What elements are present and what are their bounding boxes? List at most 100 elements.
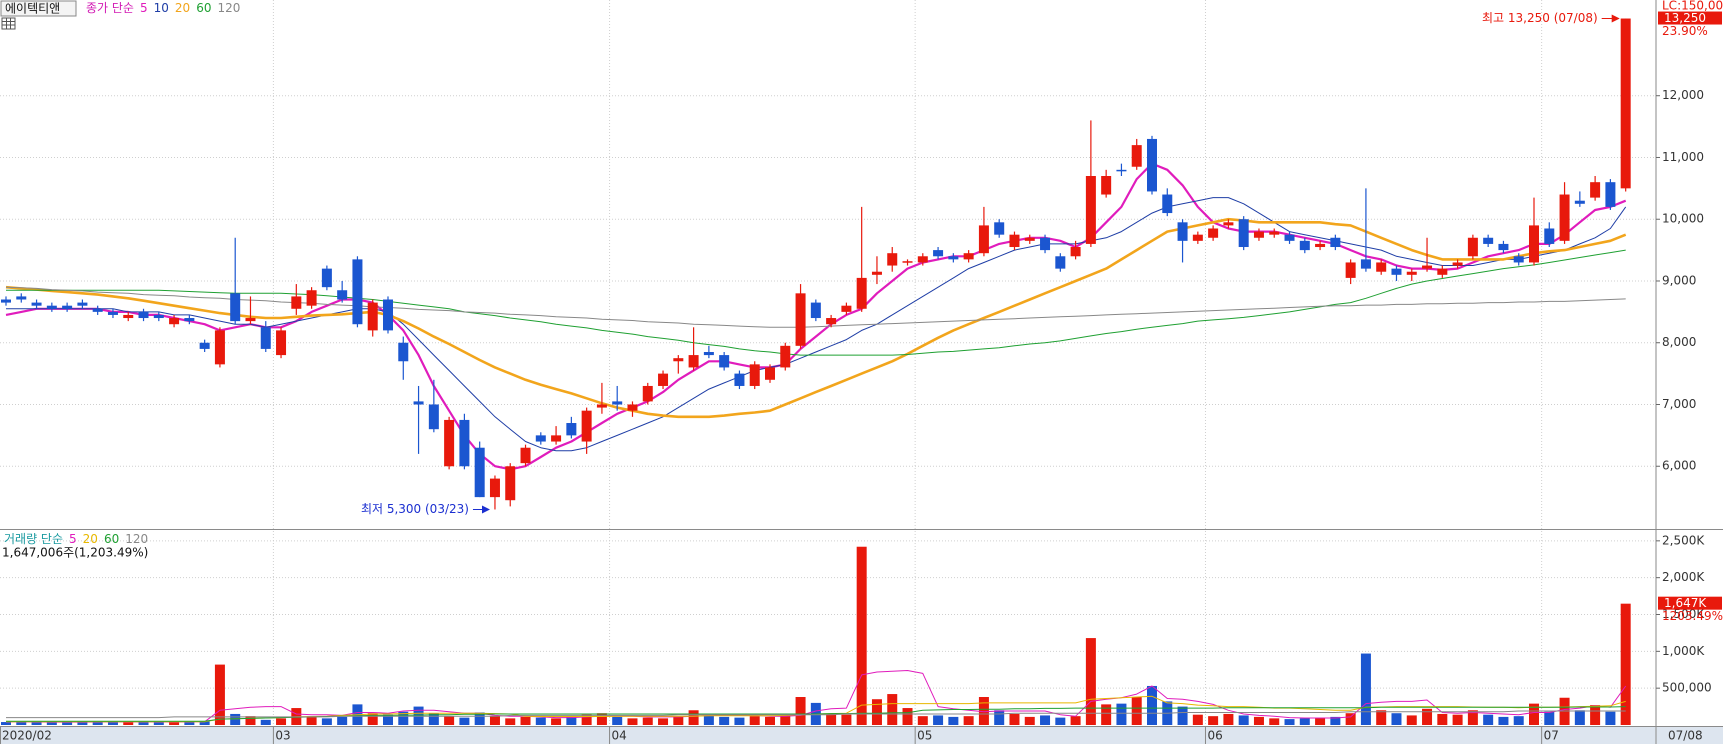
low-note: 최저 5,300 (03/23) [361,502,469,516]
volume-bar [1452,714,1463,725]
volume-bar [138,721,149,725]
volume-bar [230,713,241,725]
candle-body [642,385,653,402]
candle-body [1345,262,1356,278]
candle-body [1131,145,1142,167]
candle-body [1162,194,1173,214]
candle-body [62,305,73,309]
candle-body [214,330,225,365]
candle-body [489,478,500,498]
volume-bar [505,718,516,725]
candle-body [1360,259,1371,269]
candle-body [1192,234,1203,241]
candle-body [16,296,27,300]
candle-body [184,318,195,322]
candle-body [260,327,271,349]
candle-body [1101,176,1112,195]
last-price-box [1658,11,1722,25]
candle-body [749,364,760,386]
volume-bar [337,716,348,725]
candle-body [138,311,149,319]
x-tick-label: 2020/02 [2,729,52,743]
volume-bar [1529,703,1539,725]
candle-body [1574,200,1585,204]
volume-bar [612,716,623,725]
volume-bar [260,719,271,725]
y-tick-label: 500,000 [1662,681,1712,695]
volume-bar [1238,715,1249,725]
volume-bar [92,722,103,725]
candle-body [596,404,607,408]
title-box [0,0,77,17]
candle-body [703,352,714,356]
candle-body [1467,237,1478,257]
candle-body [428,404,439,430]
volume-bar [459,717,470,725]
volume-change-label: 1203.49% [1662,609,1723,623]
candle-body [398,342,409,362]
candle-body [1315,243,1326,248]
candle-body [841,305,852,312]
volume-bar [1376,710,1387,725]
volume-bar [1024,716,1035,725]
volume-bar [795,697,806,725]
volume-bar [1467,710,1478,725]
candle-body [276,330,287,356]
candle-body [1085,176,1096,244]
volume-bar [917,716,928,725]
candle-body [1284,234,1295,241]
candle-body [321,268,332,288]
candle-body [459,419,470,467]
candle-body [1299,240,1310,251]
top-label: LC:150,00 [1662,0,1723,13]
candle-body [1559,194,1570,241]
candle-body [810,302,821,319]
candle-body [963,253,974,260]
legend-entry: 20 [83,532,98,546]
volume-bar [1009,713,1020,725]
volume-bar [367,713,378,725]
y-tick-label: 9,000 [1662,273,1696,287]
volume-bar [306,716,317,725]
candle-body [1070,247,1081,257]
volume-bar [1391,713,1402,725]
candle-body [887,253,898,266]
candle-body [92,308,103,312]
volume-bar [780,714,791,725]
volume-bar [535,717,546,725]
legend-entry: 5 [140,1,148,15]
legend-entry: 120 [125,532,148,546]
candle-body [245,318,256,322]
volume-bar [1192,714,1203,725]
volume-bar [551,718,562,725]
candle-body [367,302,378,331]
volume-bar [581,714,592,725]
x-axis-strip [0,727,1723,744]
volume-bar [276,718,287,725]
volume-bar [1,722,11,725]
candle-body [535,435,546,442]
candle-body [352,259,363,325]
ma-line [5,217,1627,419]
candle-body [1177,222,1188,241]
volume-bar [1147,685,1157,725]
volume-bar [933,715,944,725]
volume-bar [214,664,225,725]
candle-body [826,318,837,325]
grid-icon-lines [2,18,15,29]
candle-body [581,410,592,442]
y-tick-label: 2,500K [1662,533,1705,547]
candle-body [1208,228,1219,238]
y-tick-label: 7,000 [1662,397,1696,411]
candle-body [780,345,791,368]
legend-entry: 5 [69,532,77,546]
x-tick-label: 05 [917,729,932,743]
candle-body [1238,219,1249,248]
change-label: 23.90% [1662,24,1708,38]
volume-bar [398,711,409,725]
candle-body [902,261,913,263]
candle-body [1437,268,1448,275]
candle-body [1009,234,1020,248]
candle-body [123,314,134,319]
